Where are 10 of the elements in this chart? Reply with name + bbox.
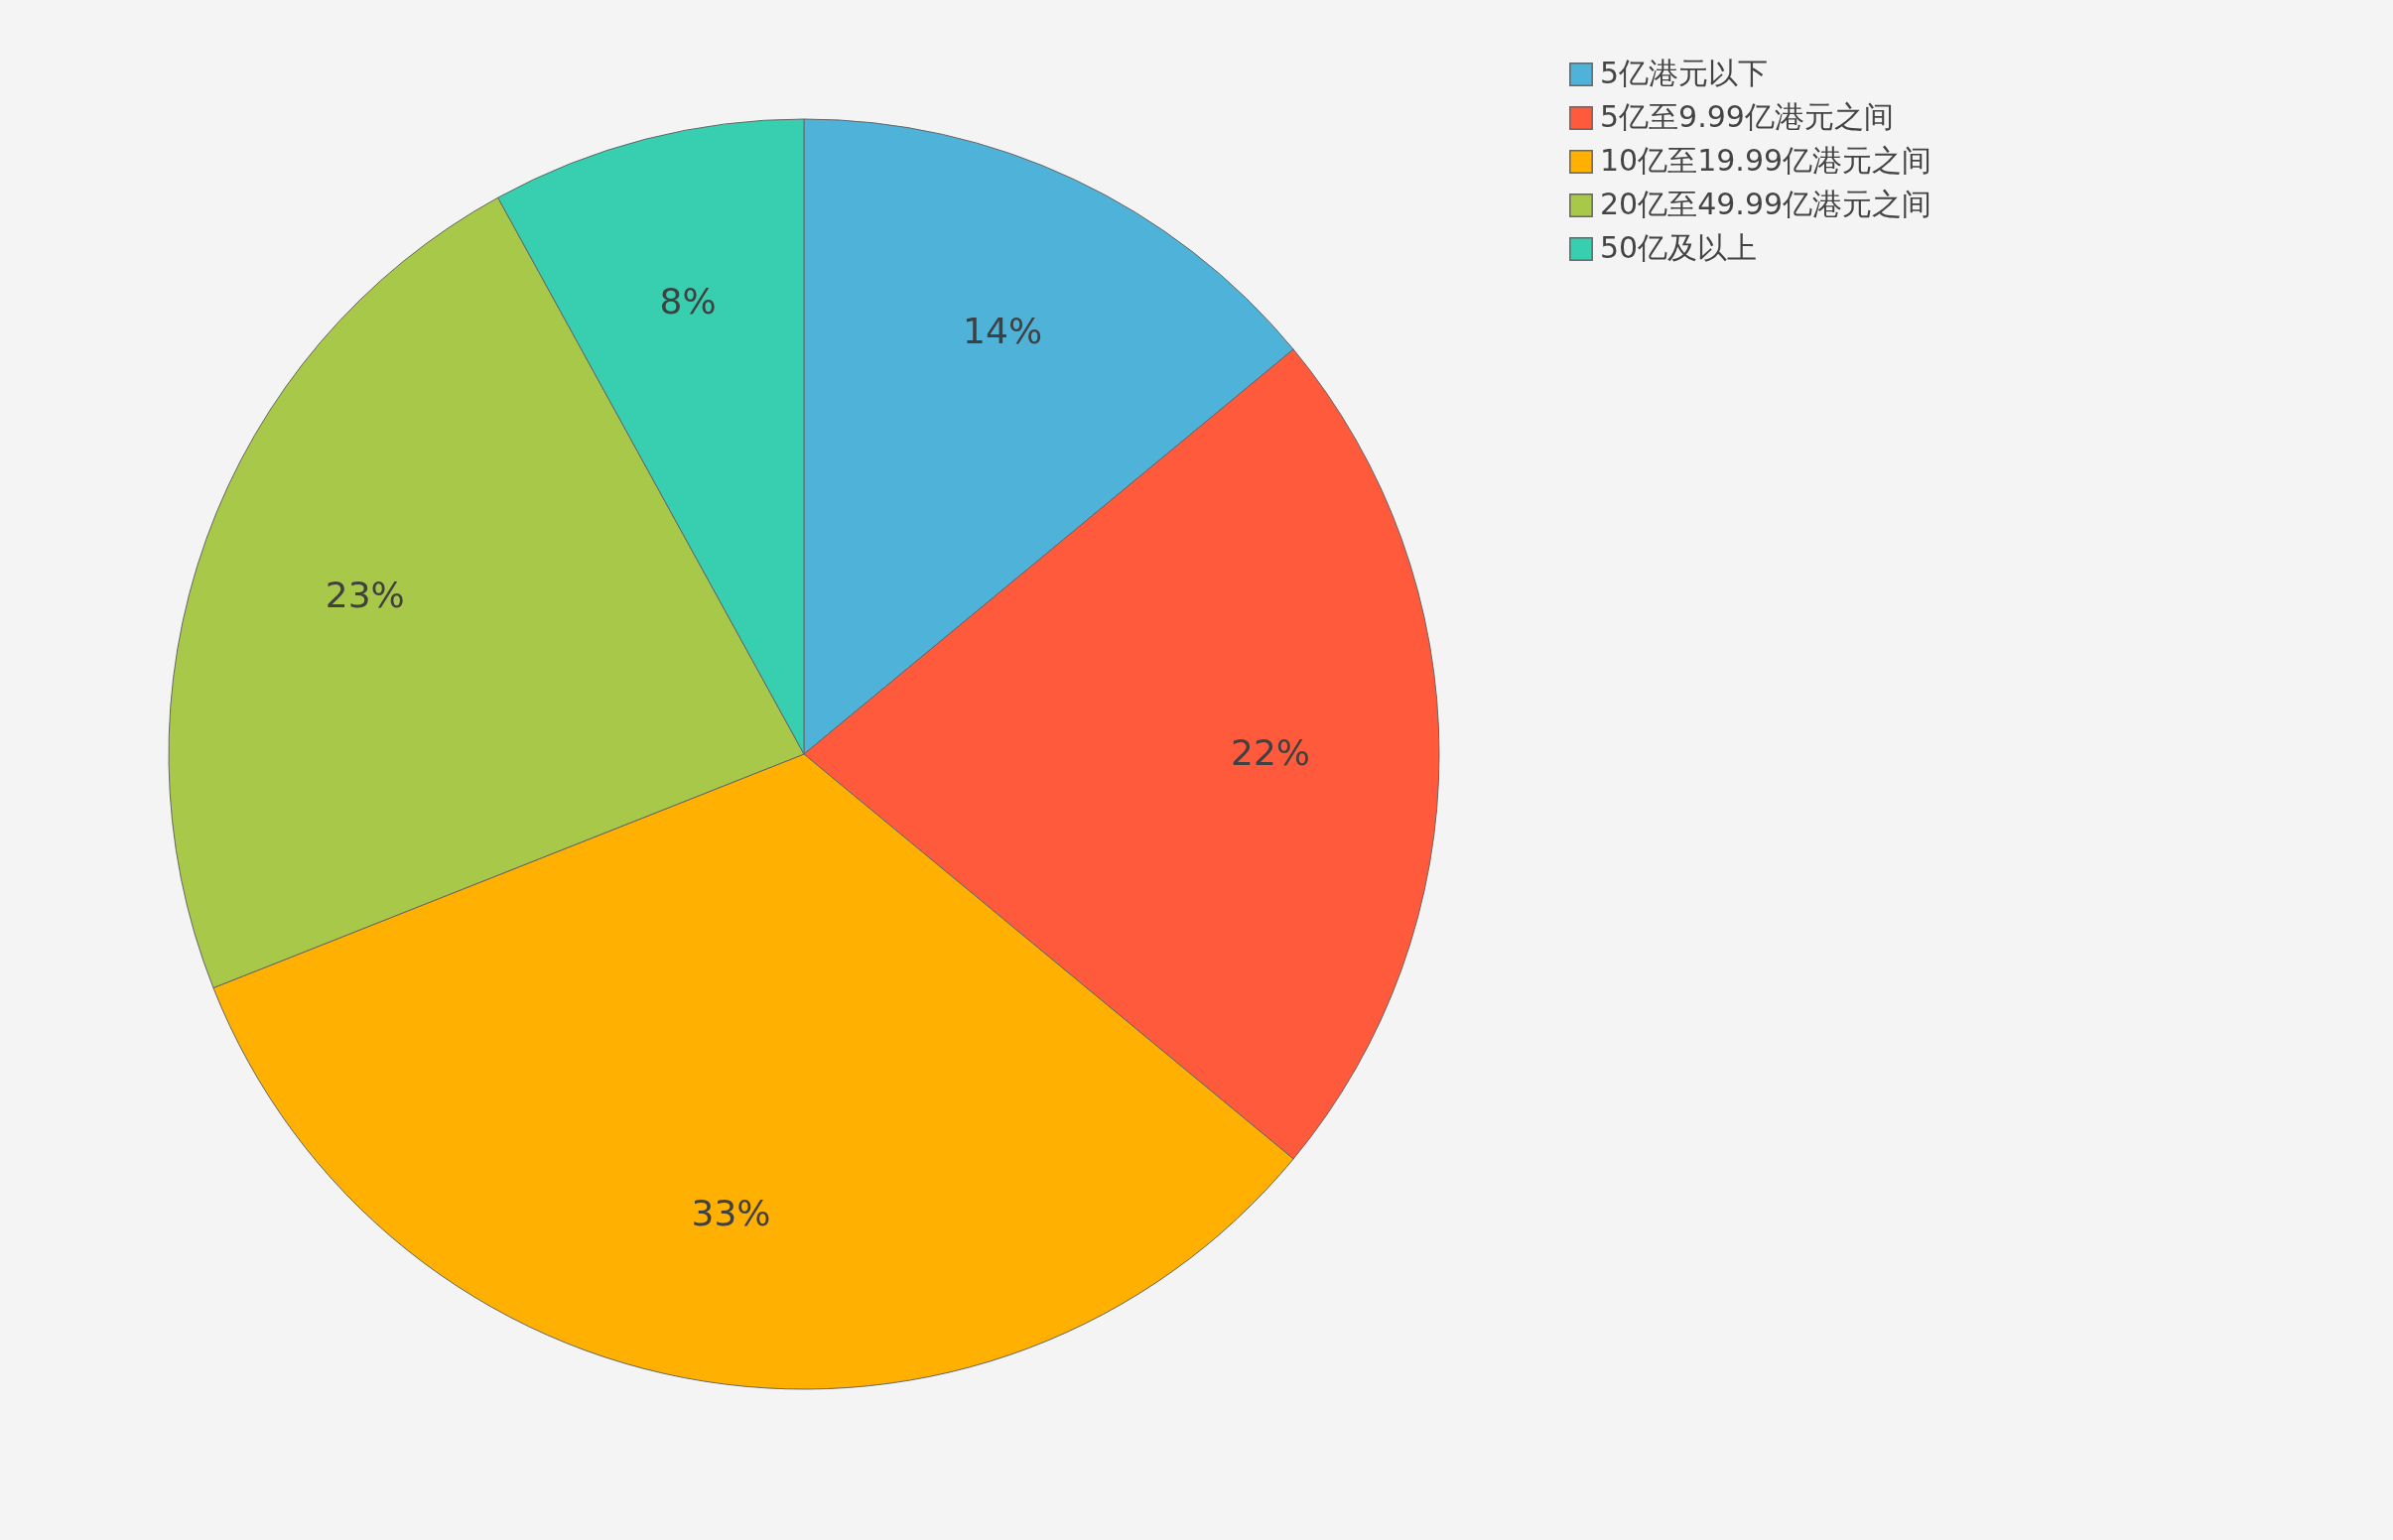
data-label: 8% — [659, 280, 717, 321]
legend-label: 5亿港元以下 — [1600, 56, 1769, 90]
legend-label: 5亿至9.99亿港元之间 — [1600, 99, 1894, 134]
data-label: 14% — [963, 310, 1043, 351]
data-label: 23% — [325, 574, 405, 615]
data-label: 22% — [1230, 732, 1311, 773]
legend-label: 10亿至19.99亿港元之间 — [1600, 143, 1932, 178]
data-label: 33% — [691, 1193, 771, 1234]
legend-label: 50亿及以上 — [1600, 230, 1758, 265]
legend-label: 20亿至49.99亿港元之间 — [1600, 187, 1932, 221]
